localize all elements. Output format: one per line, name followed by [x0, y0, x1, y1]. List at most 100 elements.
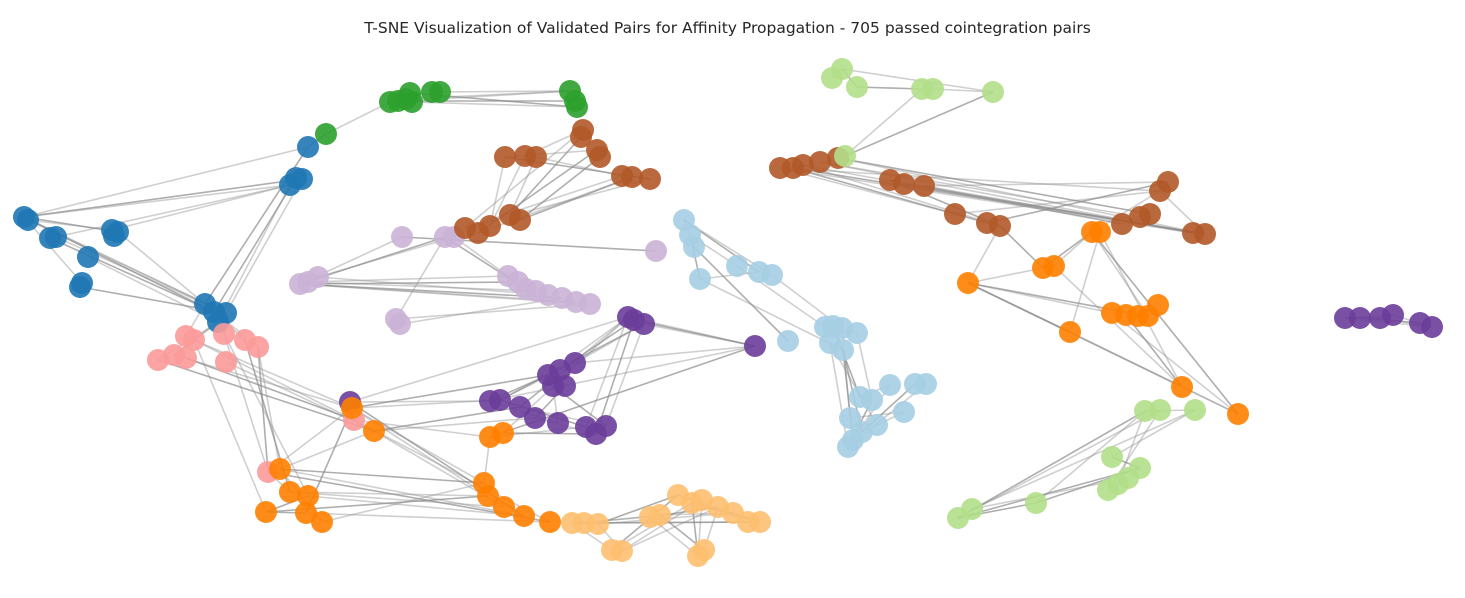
data-point — [589, 146, 611, 168]
data-point — [1043, 255, 1065, 277]
pair-line — [844, 91, 994, 157]
data-point — [525, 146, 547, 168]
data-point — [645, 240, 667, 262]
data-point — [547, 412, 569, 434]
pair-line — [923, 185, 1123, 225]
data-point — [77, 246, 99, 268]
pair-line — [489, 156, 506, 227]
points-layer — [13, 58, 1443, 567]
data-point — [1171, 376, 1193, 398]
pair-line — [225, 178, 303, 314]
data-point — [564, 352, 586, 374]
pair-line — [597, 494, 679, 525]
pair-line — [489, 345, 756, 402]
data-point — [1139, 203, 1161, 225]
pair-line — [693, 246, 789, 342]
pair-line — [837, 157, 1151, 215]
data-point — [429, 81, 451, 103]
pair-line — [49, 237, 215, 313]
pair-line — [279, 430, 375, 470]
data-point — [595, 415, 617, 437]
pair-line — [185, 357, 355, 421]
data-point — [1382, 304, 1404, 326]
data-point — [587, 513, 609, 535]
pair-line — [325, 101, 391, 135]
pair-line — [856, 332, 873, 401]
data-point — [269, 458, 291, 480]
data-point — [539, 511, 561, 533]
pair-line — [1091, 231, 1239, 415]
pair-line — [621, 506, 719, 552]
pair-line — [957, 467, 1141, 519]
pair-line — [307, 275, 509, 283]
pair-line — [779, 167, 1161, 192]
pair-line — [903, 183, 1206, 235]
data-point — [837, 436, 859, 458]
data-point — [183, 329, 205, 351]
data-point — [1194, 223, 1216, 245]
data-point — [1227, 403, 1249, 425]
pair-line — [299, 281, 519, 285]
pair-line — [954, 190, 1161, 215]
pair-line — [1111, 409, 1196, 458]
pair-line — [605, 323, 645, 427]
data-point — [479, 215, 501, 237]
pair-line — [967, 282, 1071, 333]
data-point — [792, 154, 814, 176]
data-point — [295, 502, 317, 524]
pair-line — [574, 345, 756, 364]
data-point — [611, 540, 633, 562]
data-point — [494, 146, 516, 168]
data-point — [492, 422, 514, 444]
data-point — [1349, 307, 1371, 329]
data-point — [399, 82, 421, 104]
pair-line — [1035, 410, 1146, 504]
data-point — [297, 271, 319, 293]
data-point — [315, 123, 337, 145]
data-point — [175, 347, 197, 369]
pair-line — [279, 468, 525, 517]
data-point — [821, 67, 843, 89]
pair-line — [317, 276, 549, 296]
data-point — [311, 511, 333, 533]
data-point — [17, 209, 39, 231]
pair-line — [1125, 314, 1183, 388]
pair-line — [23, 146, 309, 218]
data-point — [1097, 479, 1119, 501]
pair-line — [1069, 231, 1101, 333]
data-point — [1421, 316, 1443, 338]
data-point — [103, 225, 125, 247]
pair-line — [213, 177, 297, 313]
pair-line — [349, 316, 629, 403]
pair-line — [1111, 312, 1239, 415]
data-point — [922, 78, 944, 100]
pair-line — [699, 278, 844, 351]
data-point — [809, 151, 831, 173]
pair-line — [349, 400, 491, 403]
pair-line — [595, 319, 635, 435]
data-point — [893, 173, 915, 195]
chart-title: T-SNE Visualization of Validated Pairs f… — [364, 19, 1091, 37]
data-point — [947, 507, 969, 529]
data-point — [982, 81, 1004, 103]
pair-line — [185, 335, 355, 421]
data-point — [213, 323, 235, 345]
data-point — [957, 272, 979, 294]
pair-line — [351, 399, 501, 409]
data-point — [579, 293, 601, 315]
pair-line — [967, 267, 1044, 284]
data-point — [1111, 213, 1133, 235]
pair-line — [257, 346, 281, 470]
pair-line — [453, 236, 509, 277]
data-point — [915, 373, 937, 395]
data-point — [391, 226, 413, 248]
pair-line — [289, 491, 505, 508]
pair-line — [351, 407, 485, 484]
data-point — [1184, 399, 1206, 421]
data-point — [1101, 446, 1123, 468]
pair-line — [819, 161, 1141, 218]
data-point — [297, 136, 319, 158]
data-point — [761, 264, 783, 286]
data-point — [649, 504, 671, 526]
data-point — [215, 351, 237, 373]
